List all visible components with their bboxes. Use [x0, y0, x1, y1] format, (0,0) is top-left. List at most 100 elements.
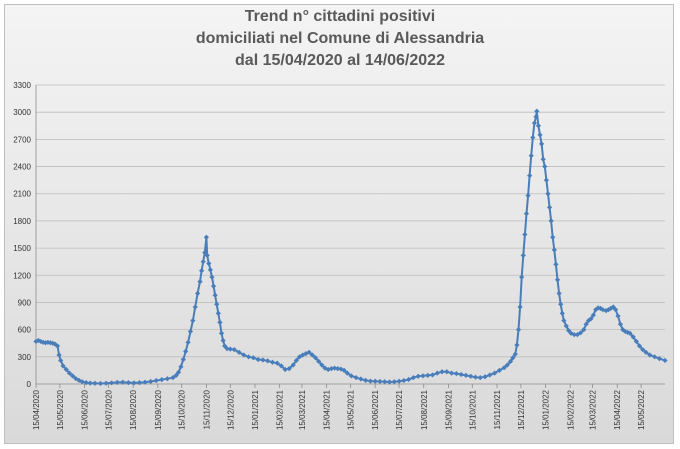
data-point [546, 204, 553, 210]
data-point [363, 377, 369, 383]
data-point [512, 351, 518, 357]
data-point [617, 321, 624, 327]
data-point [338, 366, 344, 372]
data-point [70, 373, 76, 379]
x-tick-label: 15/09/2020 [154, 389, 163, 430]
x-tick-label: 15/11/2020 [202, 389, 211, 429]
y-tick-label: 1800 [13, 217, 31, 226]
data-point [468, 373, 474, 379]
data-point [56, 352, 62, 358]
data-point [50, 340, 56, 346]
data-point [372, 378, 378, 384]
data-point [434, 370, 440, 376]
data-point [286, 365, 292, 372]
data-point [453, 370, 459, 377]
data-point [501, 365, 507, 371]
data-point [33, 338, 39, 345]
data-point [170, 375, 176, 381]
data-point [420, 373, 426, 379]
data-point [556, 290, 562, 296]
y-tick-label: 600 [18, 326, 32, 335]
data-point [610, 304, 616, 310]
y-tick-label: 2700 [13, 135, 31, 144]
data-point [429, 372, 436, 378]
data-point [444, 369, 450, 375]
data-point [559, 310, 565, 316]
chart-title-line-1: Trend n° cittadini positivi [244, 8, 436, 25]
data-point [477, 375, 483, 381]
data-point [578, 330, 584, 336]
chart-title-line-2: domiciliati nel Comune di Alessandria [195, 30, 485, 47]
data-point [563, 323, 569, 329]
data-point [410, 375, 416, 381]
data-point [636, 343, 643, 349]
data-point [593, 307, 599, 313]
data-point [45, 339, 51, 345]
x-tick-label: 15/03/2022 [589, 389, 598, 430]
data-point [190, 317, 196, 324]
data-point [192, 304, 198, 310]
data-point [215, 310, 221, 316]
series-line [35, 110, 666, 385]
data-point [463, 372, 469, 378]
data-point [643, 349, 649, 355]
x-tick-label: 15/05/2021 [347, 389, 356, 430]
data-point [439, 369, 445, 375]
data-point [542, 163, 548, 170]
data-point [241, 352, 247, 358]
data-point [472, 374, 479, 380]
data-point [613, 307, 619, 313]
data-point [316, 358, 322, 364]
x-tick-label: 15/09/2021 [444, 389, 453, 430]
data-point [656, 356, 663, 362]
data-point [218, 330, 225, 336]
x-tick-label: 15/12/2021 [517, 389, 526, 430]
data-point [487, 372, 493, 378]
data-point [358, 376, 364, 382]
data-point [200, 259, 206, 265]
data-point [519, 274, 525, 280]
data-point [615, 313, 621, 319]
data-point [504, 362, 510, 368]
data-point [662, 357, 668, 364]
data-point [185, 339, 191, 345]
data-point [377, 378, 383, 385]
data-point [142, 379, 148, 385]
data-point [203, 234, 209, 240]
x-tick-label: 15/06/2020 [81, 389, 90, 430]
data-point [197, 279, 203, 285]
gridlines [36, 84, 665, 385]
data-point [492, 370, 498, 376]
data-point [103, 380, 109, 386]
data-point [538, 141, 545, 147]
x-tick-label: 15/06/2021 [371, 389, 380, 430]
data-point [159, 377, 165, 383]
data-point [227, 346, 233, 352]
data-point [47, 340, 53, 346]
data-point [97, 380, 104, 387]
data-point [63, 366, 69, 373]
data-point [595, 305, 601, 311]
x-axis: 15/04/2020 15/05/2020 15/06/2020 15/07/2020… [32, 384, 646, 430]
data-point [164, 376, 170, 382]
x-tick-label: 15/03/2021 [298, 389, 307, 430]
data-point [250, 355, 256, 361]
data-point [209, 274, 215, 280]
x-tick-label: 15/04/2020 [32, 389, 41, 430]
data-point [83, 380, 89, 386]
x-tick-label: 15/10/2020 [178, 389, 187, 430]
data-point [52, 341, 58, 347]
data-point [553, 261, 559, 267]
data-point [180, 356, 186, 363]
data-point [367, 378, 374, 384]
data-point [652, 354, 658, 360]
y-tick-label: 2100 [13, 190, 31, 199]
data-point [581, 327, 587, 333]
data-point [533, 114, 539, 120]
data-point [630, 334, 636, 340]
y-tick-label: 900 [18, 298, 32, 307]
data-point [328, 365, 334, 372]
data-point [73, 375, 79, 382]
data-point [620, 327, 626, 333]
